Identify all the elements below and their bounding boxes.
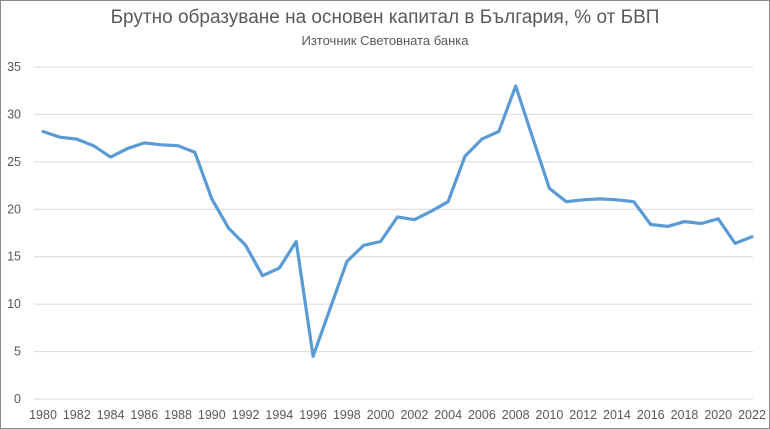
x-tick-label-1998: 1998 [333,408,361,422]
x-tick-label-2002: 2002 [400,408,428,422]
x-tick-label-1986: 1986 [130,408,158,422]
y-tick-label-25: 25 [7,155,21,169]
x-tick-label-1982: 1982 [63,408,91,422]
x-tick-label-1984: 1984 [97,408,125,422]
x-tick-label-1980: 1980 [29,408,57,422]
y-tick-label-0: 0 [14,392,21,406]
chart-title: Брутно образуване на основен капитал в Б… [110,7,660,28]
x-tick-label-1996: 1996 [299,408,327,422]
y-tick-label-20: 20 [7,202,21,216]
series-line-0 [41,84,754,358]
x-tick-label-1990: 1990 [198,408,226,422]
x-tick-label-1994: 1994 [265,408,293,422]
y-tick-label-30: 30 [7,107,21,121]
x-tick-label-2018: 2018 [671,408,699,422]
x-tick-label-2016: 2016 [637,408,665,422]
x-tick-label-2004: 2004 [434,408,462,422]
x-tick-label-1988: 1988 [164,408,192,422]
x-tick-label-1992: 1992 [232,408,260,422]
x-tick-label-2008: 2008 [502,408,530,422]
x-tick-label-2010: 2010 [536,408,564,422]
x-tick-label-2012: 2012 [569,408,597,422]
x-tick-label-2014: 2014 [603,408,631,422]
x-tick-label-2022: 2022 [738,408,766,422]
y-tick-label-5: 5 [14,345,21,359]
x-tick-label-2020: 2020 [704,408,732,422]
x-tick-label-2000: 2000 [367,408,395,422]
x-tick-label-2006: 2006 [468,408,496,422]
chart-subtitle: Източник Световната банка [301,33,469,48]
y-tick-label-35: 35 [7,60,21,74]
y-tick-label-10: 10 [7,297,21,311]
y-tick-label-15: 15 [7,250,21,264]
